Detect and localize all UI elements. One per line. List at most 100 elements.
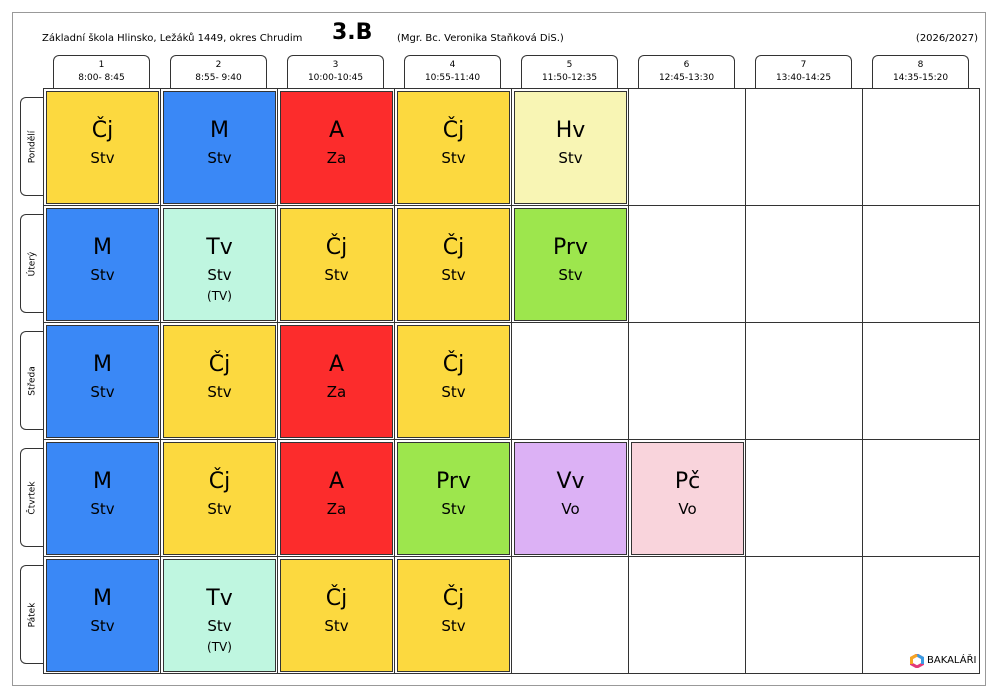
subject: M bbox=[93, 352, 112, 377]
subject: Tv bbox=[206, 586, 233, 611]
lesson-teacher: Stv bbox=[324, 617, 349, 635]
subject: Tv bbox=[206, 235, 233, 260]
period-number: 6 bbox=[683, 60, 690, 70]
lesson: A Za bbox=[280, 442, 393, 555]
subject: Čj bbox=[442, 352, 465, 377]
lesson: Čj Stv bbox=[397, 91, 510, 204]
lesson: Čj Stv bbox=[397, 325, 510, 438]
period-number: 8 bbox=[917, 60, 924, 70]
day-label: Úterý bbox=[20, 214, 43, 313]
period-header: 6 12:45-13:30 bbox=[638, 55, 735, 88]
day-name: Středa bbox=[27, 365, 38, 396]
year: (2026/2027) bbox=[915, 33, 978, 44]
cell bbox=[511, 556, 629, 674]
lesson-teacher: Stv bbox=[90, 149, 115, 167]
period-number: 2 bbox=[215, 60, 222, 70]
lesson-teacher: Stv bbox=[90, 383, 115, 401]
day-label: Pondělí bbox=[20, 97, 43, 196]
period-header: 5 11:50-12:35 bbox=[521, 55, 618, 88]
subject: M bbox=[93, 586, 112, 611]
cell: A Za bbox=[277, 88, 395, 206]
period-time: 14:35-15:20 bbox=[892, 73, 949, 83]
period-number: 5 bbox=[566, 60, 573, 70]
subject: Čj bbox=[208, 352, 231, 377]
period-number: 4 bbox=[449, 60, 456, 70]
lesson-teacher: Za bbox=[326, 149, 347, 167]
cell bbox=[745, 205, 863, 323]
period-time: 13:40-14:25 bbox=[775, 73, 832, 83]
cell bbox=[745, 88, 863, 206]
lesson: Čj Stv bbox=[163, 442, 276, 555]
lesson-teacher: Vo bbox=[561, 500, 580, 518]
period-number: 7 bbox=[800, 60, 807, 70]
day-name: Úterý bbox=[27, 251, 38, 276]
lesson-teacher: Stv bbox=[207, 266, 232, 284]
cell: Čj Stv bbox=[43, 88, 161, 206]
day-label: Pátek bbox=[20, 565, 43, 664]
subject: Čj bbox=[91, 118, 114, 143]
period-header: 1 8:00- 8:45 bbox=[53, 55, 150, 88]
period-number: 3 bbox=[332, 60, 339, 70]
day-name: Pondělí bbox=[27, 130, 38, 163]
subject: Pč bbox=[674, 469, 701, 494]
lesson-teacher: Stv bbox=[558, 266, 583, 284]
lesson-teacher: Stv bbox=[90, 266, 115, 284]
period-time: 8:00- 8:45 bbox=[78, 73, 125, 83]
lesson-note: (TV) bbox=[207, 289, 232, 303]
lesson-teacher: Stv bbox=[207, 500, 232, 518]
lesson-teacher: Za bbox=[326, 383, 347, 401]
subject: A bbox=[328, 469, 345, 494]
cell: M Stv bbox=[43, 556, 161, 674]
period-time: 8:55- 9:40 bbox=[195, 73, 242, 83]
lesson: Pč Vo bbox=[631, 442, 744, 555]
cell: Vv Vo bbox=[511, 439, 629, 557]
period-time: 10:55-11:40 bbox=[424, 73, 481, 83]
lesson: M Stv bbox=[46, 559, 159, 672]
period-number: 1 bbox=[98, 60, 105, 70]
lesson: Čj Stv bbox=[397, 208, 510, 321]
period-time: 12:45-13:30 bbox=[658, 73, 715, 83]
cell: Čj Stv bbox=[394, 88, 512, 206]
cell bbox=[862, 439, 980, 557]
school: Základní škola Hlinsko, Ležáků 1449, okr… bbox=[42, 33, 303, 44]
cell bbox=[628, 205, 746, 323]
period-header: 3 10:00-10:45 bbox=[287, 55, 384, 88]
frame bbox=[12, 12, 986, 686]
cell bbox=[628, 556, 746, 674]
period-header: 2 8:55- 9:40 bbox=[170, 55, 267, 88]
cell: Hv Stv bbox=[511, 88, 629, 206]
subject: Čj bbox=[208, 469, 231, 494]
lesson-teacher: Stv bbox=[90, 500, 115, 518]
cell bbox=[745, 556, 863, 674]
lesson-note: (TV) bbox=[207, 640, 232, 654]
subject: Prv bbox=[553, 235, 588, 260]
cell: M Stv bbox=[43, 322, 161, 440]
cell bbox=[862, 322, 980, 440]
day-label: Středa bbox=[20, 331, 43, 430]
lesson: Čj Stv bbox=[280, 208, 393, 321]
cell: M Stv bbox=[43, 439, 161, 557]
period-header: 8 14:35-15:20 bbox=[872, 55, 969, 88]
teacher: (Mgr. Bc. Veronika Staňková DiS.) bbox=[397, 33, 564, 44]
lesson: A Za bbox=[280, 325, 393, 438]
lesson: Čj Stv bbox=[280, 559, 393, 672]
cell bbox=[628, 322, 746, 440]
day-name: Čtvrtek bbox=[27, 480, 38, 515]
cell: Čj Stv bbox=[277, 205, 395, 323]
cell bbox=[862, 205, 980, 323]
lesson-teacher: Stv bbox=[441, 149, 466, 167]
lesson-teacher: Stv bbox=[207, 149, 232, 167]
cell: A Za bbox=[277, 322, 395, 440]
period-time: 10:00-10:45 bbox=[307, 73, 364, 83]
subject: Hv bbox=[555, 118, 586, 143]
logo-text: BAKALÁŘI bbox=[927, 655, 977, 666]
subject: M bbox=[210, 118, 229, 143]
cell: M Stv bbox=[160, 88, 278, 206]
subject: A bbox=[328, 118, 345, 143]
subject: Čj bbox=[325, 235, 348, 260]
lesson-teacher: Za bbox=[326, 500, 347, 518]
cell: Pč Vo bbox=[628, 439, 746, 557]
lesson-teacher: Stv bbox=[441, 266, 466, 284]
